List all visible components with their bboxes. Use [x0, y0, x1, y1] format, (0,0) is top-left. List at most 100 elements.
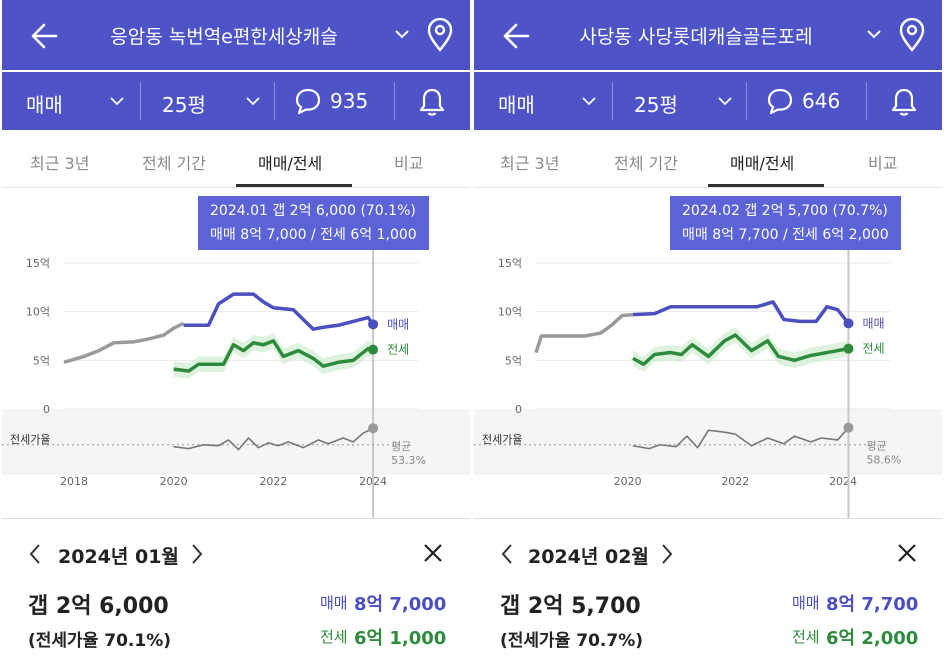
tab-recent-3y[interactable]: 최근 3년 — [500, 154, 560, 173]
apartment-panel-left: 응암동 녹번역e편한세상캐슬 매매 25평 935 최근 3년 전 — [2, 0, 470, 669]
chevron-down-icon[interactable] — [864, 24, 884, 44]
tab-bar: 최근 3년 전체 기간 매매/전세 비교 — [474, 130, 942, 188]
tab-bar: 최근 3년 전체 기간 매매/전세 비교 — [2, 130, 470, 188]
x-tick-label: 2018 — [60, 475, 88, 488]
size-label: 25평 — [162, 93, 206, 117]
y-tick-label: 10억 — [498, 306, 522, 319]
sale-series-line — [632, 300, 850, 325]
jeonse-value: 6억 1,000 — [354, 628, 447, 649]
deal-type-select[interactable]: 매매 — [498, 72, 608, 130]
map-pin-icon[interactable] — [426, 18, 454, 52]
sale-label: 매매 — [320, 594, 348, 612]
header-bar: 응암동 녹번역e편한세상캐슬 — [2, 0, 470, 70]
jeonse-current-point — [368, 344, 379, 355]
selected-month: 2024년 02월 — [528, 546, 649, 568]
tooltip-line-1: 2024.02 갭 2억 5,700 (70.7%) — [682, 203, 888, 219]
comment-count: 935 — [330, 89, 369, 113]
ratio-label: 전세가율 — [10, 433, 50, 446]
ratio-band — [2, 409, 470, 475]
sale-series-label: 매매 — [387, 317, 409, 331]
y-tick-label: 0 — [515, 403, 522, 416]
y-tick-label: 15억 — [498, 257, 522, 270]
ratio-current-point — [843, 422, 854, 433]
y-tick-label: 10억 — [26, 306, 50, 319]
x-tick-label: 2022 — [721, 475, 749, 488]
active-tab-indicator — [708, 184, 824, 187]
close-icon[interactable] — [420, 540, 446, 566]
jeonse-label: 전세 — [320, 628, 348, 646]
selected-month: 2024년 01월 — [58, 546, 179, 568]
comments-button[interactable]: 935 — [294, 72, 390, 130]
back-arrow-icon[interactable] — [26, 16, 66, 56]
jeonse-ratio: (전세가율 70.7%) — [500, 631, 643, 651]
sale-series-label: 매매 — [862, 316, 884, 330]
x-tick-label: 2020 — [160, 475, 188, 488]
comments-button[interactable]: 646 — [766, 72, 862, 130]
apartment-title[interactable]: 사당동 사당롯데캐슬골든포레 — [579, 26, 813, 48]
sale-series-line — [183, 292, 375, 331]
sale-value: 8억 7,000 — [354, 594, 447, 615]
jeonse-label: 전세 — [792, 628, 820, 646]
chart-tooltip: 2024.02 갭 2억 5,700 (70.7%) 매매 8억 7,700 /… — [670, 196, 901, 250]
chevron-right-icon[interactable] — [190, 542, 204, 566]
size-label: 25평 — [634, 93, 678, 117]
divider — [2, 518, 470, 519]
chevron-down-icon[interactable] — [392, 24, 412, 44]
active-tab-indicator — [236, 184, 352, 187]
y-tick-label: 0 — [43, 403, 50, 416]
ratio-average-label: 평균 — [866, 440, 886, 453]
size-select[interactable]: 25평 — [162, 72, 272, 130]
history-series-line — [63, 321, 185, 364]
close-icon[interactable] — [894, 540, 920, 566]
sale-current-point — [368, 319, 379, 330]
ratio-label: 전세가율 — [482, 433, 522, 446]
chevron-down-icon — [718, 97, 732, 106]
size-select[interactable]: 25평 — [634, 72, 744, 130]
filter-bar: 매매 25평 935 — [2, 72, 470, 130]
ratio-average-value: 58.6% — [866, 454, 901, 467]
jeonse-series-label: 전세 — [862, 342, 884, 356]
price-chart[interactable]: 15억 10억 5억 0 2020 2022 2024 매매 전세 전세가율 평균 58.6% 202… — [474, 189, 942, 519]
divider — [474, 518, 942, 519]
apartment-title[interactable]: 응암동 녹번역e편한세상캐슬 — [110, 26, 338, 48]
map-pin-icon[interactable] — [898, 18, 926, 52]
sale-value: 8억 7,700 — [826, 594, 919, 615]
chevron-down-icon — [582, 97, 596, 106]
ratio-band — [474, 409, 942, 475]
chevron-left-icon[interactable] — [500, 542, 514, 566]
bell-icon[interactable] — [889, 86, 919, 118]
chevron-left-icon[interactable] — [28, 542, 42, 566]
bell-icon[interactable] — [417, 86, 447, 118]
price-chart[interactable]: 15억10억5억02018202020222024매매전세전세가율평균53.3%… — [2, 189, 470, 519]
jeonse-ratio: (전세가율 70.1%) — [28, 631, 171, 651]
sale-current-point — [843, 318, 854, 329]
ratio-series-line — [173, 427, 374, 451]
tooltip-line-2: 매매 8억 7,000 / 전세 6억 1,000 — [210, 227, 417, 243]
y-tick-label: 15억 — [26, 257, 50, 270]
tab-sale-jeonse[interactable]: 매매/전세 — [258, 154, 323, 173]
ratio-average-value: 53.3% — [391, 454, 426, 467]
tab-sale-jeonse[interactable]: 매매/전세 — [730, 154, 795, 173]
jeonse-series-line — [173, 339, 374, 373]
deal-type-select[interactable]: 매매 — [26, 72, 136, 130]
tab-compare[interactable]: 비교 — [868, 154, 898, 173]
back-arrow-icon[interactable] — [498, 16, 538, 56]
jeonse-value: 6억 2,000 — [826, 628, 919, 649]
tab-all-period[interactable]: 전체 기간 — [614, 154, 678, 173]
deal-type-label: 매매 — [26, 93, 63, 117]
tab-recent-3y[interactable]: 최근 3년 — [30, 154, 90, 173]
ratio-series-line — [632, 427, 850, 450]
speech-bubble-icon — [767, 88, 793, 115]
speech-bubble-icon — [295, 88, 321, 115]
tab-compare[interactable]: 비교 — [394, 154, 424, 173]
chevron-right-icon[interactable] — [660, 542, 674, 566]
tooltip-line-2: 매매 8억 7,700 / 전세 6억 2,000 — [682, 227, 889, 243]
jeonse-current-point — [843, 343, 854, 354]
filter-bar: 매매 25평 646 — [474, 72, 942, 130]
tab-all-period[interactable]: 전체 기간 — [142, 154, 206, 173]
jeonse-series-label: 전세 — [387, 343, 409, 357]
y-tick-label: 5억 — [505, 354, 522, 367]
header-bar: 사당동 사당롯데캐슬골든포레 — [474, 0, 942, 70]
